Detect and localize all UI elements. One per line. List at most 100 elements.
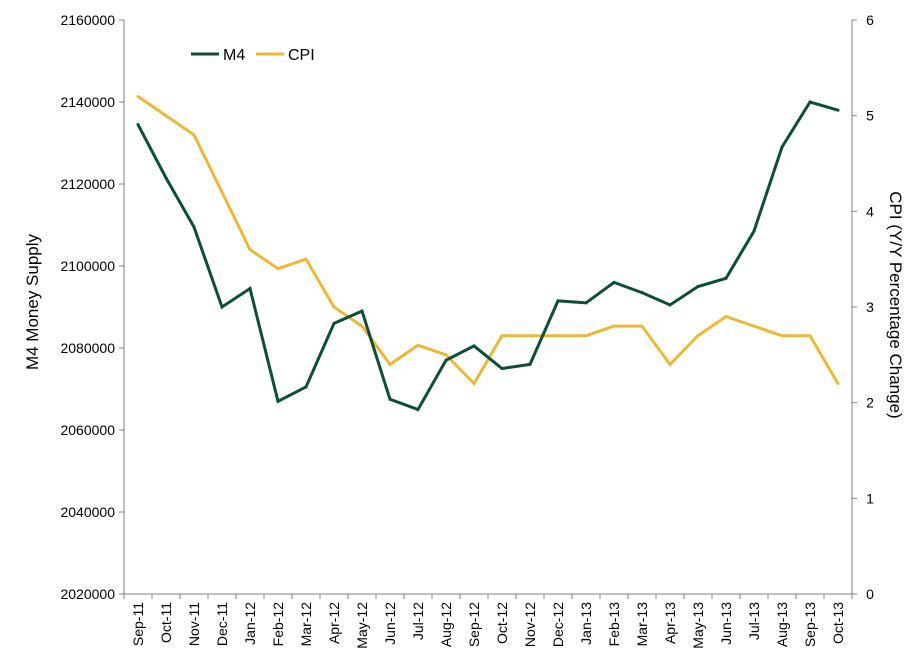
x-tick-label: Jul-13 xyxy=(746,602,762,640)
left-y-tick-label: 2120000 xyxy=(60,176,115,192)
data-point-cpi xyxy=(220,190,224,194)
data-point-cpi xyxy=(416,343,420,347)
data-point-cpi xyxy=(640,324,644,328)
data-point-cpi xyxy=(500,334,504,338)
left-y-tick-label: 2060000 xyxy=(60,422,115,438)
x-tick-label: Nov-11 xyxy=(186,602,202,646)
data-point-cpi xyxy=(724,315,728,319)
x-tick-label: Oct-13 xyxy=(830,602,846,644)
x-tick-label: Oct-11 xyxy=(158,602,174,643)
data-point-m4 xyxy=(248,287,252,291)
data-point-m4 xyxy=(696,285,700,288)
data-point-cpi xyxy=(164,114,168,118)
data-point-cpi xyxy=(836,382,840,386)
data-point-m4 xyxy=(444,358,448,362)
x-tick-label: Sep-12 xyxy=(466,602,482,647)
data-point-cpi xyxy=(472,382,476,386)
x-tick-label: Sep-13 xyxy=(802,602,818,647)
data-point-m4 xyxy=(556,299,560,303)
right-y-tick-label: 6 xyxy=(866,12,874,28)
data-point-m4 xyxy=(192,225,196,229)
x-tick-label: Apr-13 xyxy=(662,602,678,644)
x-tick-label: May-12 xyxy=(354,602,370,649)
x-tick-label: Jul-12 xyxy=(410,602,426,640)
series-layer xyxy=(136,95,840,412)
data-point-m4 xyxy=(612,280,616,284)
data-point-m4 xyxy=(416,408,420,411)
right-y-tick-label: 5 xyxy=(866,108,874,124)
data-point-m4 xyxy=(584,301,588,305)
data-point-m4 xyxy=(388,397,392,401)
data-point-cpi xyxy=(360,324,364,328)
right-y-tick-label: 3 xyxy=(866,299,874,315)
data-point-m4 xyxy=(276,399,280,403)
x-tick-label: Dec-12 xyxy=(550,602,566,647)
data-point-m4 xyxy=(332,321,336,325)
x-tick-label: Jun-13 xyxy=(718,602,734,645)
axes xyxy=(123,20,853,595)
data-point-m4 xyxy=(780,145,784,149)
data-point-cpi xyxy=(780,334,784,338)
x-tick-label: Nov-12 xyxy=(522,602,538,647)
data-point-m4 xyxy=(360,309,364,313)
x-tick-label: Mar-13 xyxy=(634,602,650,647)
left-y-tick-label: 2160000 xyxy=(60,12,115,28)
data-point-m4 xyxy=(164,176,168,180)
right-y-tick-label: 2 xyxy=(866,395,874,411)
data-point-m4 xyxy=(808,100,812,104)
x-tick-label: Jun-12 xyxy=(382,602,398,645)
series-line-m4 xyxy=(136,100,839,412)
x-tick-label: Aug-12 xyxy=(438,602,454,647)
x-tick-label: Apr-12 xyxy=(326,602,342,644)
legend-m4-label: M4 xyxy=(223,47,245,64)
data-point-m4 xyxy=(136,123,140,127)
data-point-cpi xyxy=(192,133,196,137)
data-point-cpi xyxy=(388,362,392,366)
data-point-m4 xyxy=(668,303,672,307)
data-point-cpi xyxy=(304,257,308,261)
data-point-cpi xyxy=(136,95,140,99)
left-y-tick-label: 2100000 xyxy=(60,258,115,274)
x-tick-label: Mar-12 xyxy=(298,602,314,647)
data-point-cpi xyxy=(584,334,588,338)
left-y-ticks: 2020000 2040000 2060000 2080000 2100000 21200… xyxy=(60,12,124,602)
x-tick-label: Feb-13 xyxy=(606,602,622,647)
x-tick-label: May-13 xyxy=(690,602,706,649)
data-point-cpi xyxy=(276,267,280,271)
right-y-tick-label: 0 xyxy=(866,586,874,602)
data-point-m4 xyxy=(752,229,756,233)
x-tick-label: Jan-12 xyxy=(242,602,258,645)
data-point-m4 xyxy=(472,344,476,348)
x-tick-label: Oct-12 xyxy=(494,602,510,644)
data-point-cpi xyxy=(444,353,448,357)
data-point-m4 xyxy=(528,362,532,366)
data-point-cpi xyxy=(808,334,812,338)
data-point-cpi xyxy=(556,334,560,338)
data-point-cpi xyxy=(528,334,532,338)
right-axis-title: CPI (Y/Y Percentage Change) xyxy=(886,191,905,418)
x-tick-label: Feb-12 xyxy=(270,602,286,647)
right-y-tick-label: 1 xyxy=(866,490,874,506)
x-tick-label: Sep-11 xyxy=(130,602,146,646)
data-point-m4 xyxy=(304,385,308,389)
data-point-m4 xyxy=(724,276,728,280)
left-y-tick-label: 2140000 xyxy=(60,94,115,110)
x-tick-label: Dec-11 xyxy=(214,602,230,646)
data-point-cpi xyxy=(612,324,616,328)
legend: M4 CPI xyxy=(191,47,315,64)
data-point-cpi xyxy=(696,334,700,338)
left-axis-title: M4 Money Supply xyxy=(23,233,42,370)
data-point-m4 xyxy=(500,367,504,370)
right-y-ticks: 0 1 2 3 4 5 6 xyxy=(852,12,874,602)
x-ticks: Sep-11 Oct-11 Nov-11 Dec-11 Jan-12 Feb-12 Mar-… xyxy=(123,594,853,649)
data-point-cpi xyxy=(752,324,756,328)
x-tick-label: Jan-13 xyxy=(578,602,594,645)
left-y-tick-label: 2040000 xyxy=(60,504,115,520)
data-point-cpi xyxy=(668,362,672,366)
right-y-tick-label: 4 xyxy=(866,203,874,219)
series-line-cpi xyxy=(137,95,840,386)
data-point-cpi xyxy=(248,248,252,252)
left-y-tick-label: 2020000 xyxy=(60,586,115,602)
data-point-m4 xyxy=(836,108,840,112)
